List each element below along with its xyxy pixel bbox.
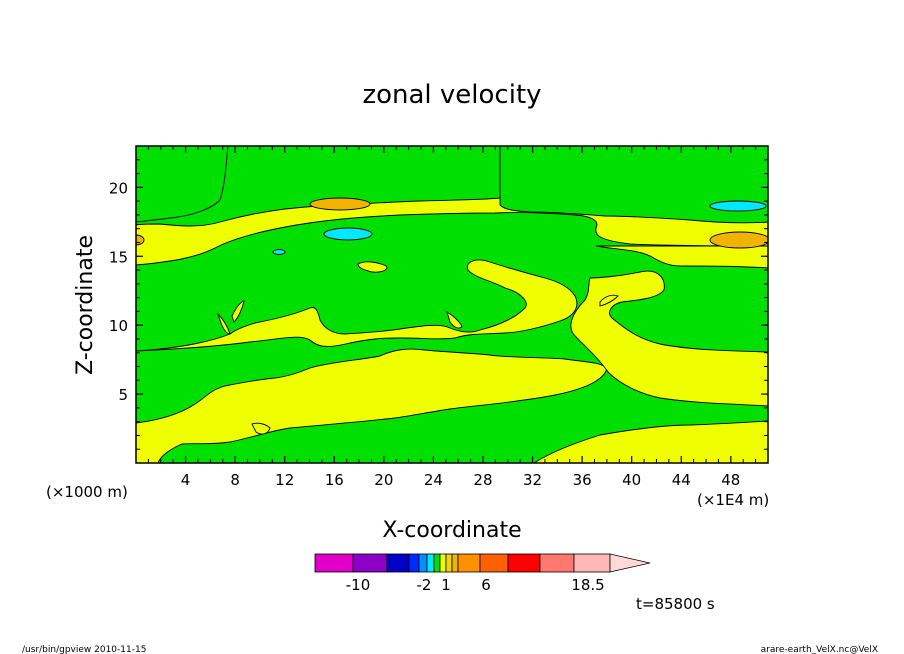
colorbar-swatch: [439, 553, 447, 573]
x-axis-label: X-coordinate: [382, 518, 521, 543]
y-axis-label: Z-coordinate: [73, 235, 98, 375]
x-tick-label: 44: [672, 471, 691, 489]
cyan-cell-right: [709, 200, 767, 212]
cyan-cell-small: [272, 249, 286, 255]
colorbar: [314, 553, 651, 573]
x-tick-label: 48: [721, 471, 740, 489]
y-tick-label: 5: [118, 386, 128, 404]
colorbar-label: 1: [441, 576, 451, 594]
x-tick-label: 20: [374, 471, 393, 489]
plot-area: [136, 146, 768, 463]
colorbar-swatch: [314, 553, 354, 573]
y-axis-ticks: 5 10 15 20: [109, 159, 768, 450]
green-upper-right: [499, 146, 768, 224]
colorbar-swatch: [445, 553, 453, 573]
time-label: t=85800 s: [636, 595, 715, 613]
colorbar-label: -10: [346, 576, 371, 594]
pos-upper-right: [595, 245, 768, 269]
cyan-cell-left: [323, 227, 373, 241]
x-tick-label: 8: [230, 471, 240, 489]
colorbar-swatch: [418, 553, 428, 573]
pos-small-left: [217, 300, 245, 335]
x-unit-left: (×1000 m): [46, 483, 128, 501]
colorbar-swatch: [457, 553, 481, 573]
colorbar-swatch: [426, 553, 435, 573]
x-tick-label: 36: [573, 471, 592, 489]
pos-small-lower: [251, 422, 271, 435]
pos-tongue-right: [599, 294, 619, 307]
colorbar-swatch: [433, 553, 441, 573]
colorbar-label: -2: [417, 576, 432, 594]
pos-small-center: [357, 261, 388, 273]
colorbar-swatch: [408, 553, 420, 573]
x-tick-label: 24: [424, 471, 443, 489]
pos-band-mid: [136, 259, 578, 352]
chart-title: zonal velocity: [362, 80, 541, 110]
x-tick-label: 4: [181, 471, 191, 489]
colorbar-swatch: [352, 553, 388, 573]
y-tick-label: 10: [109, 317, 128, 335]
pos-band-mid-east: [570, 270, 768, 407]
x-tick-label: 16: [325, 471, 344, 489]
colorbar-swatch: [573, 553, 611, 573]
orange-cell-top: [309, 197, 371, 211]
x-tick-label: 28: [473, 471, 492, 489]
y-tick-label: 20: [109, 179, 128, 197]
plot-frame: [135, 145, 769, 464]
colorbar-swatch: [386, 553, 410, 573]
colorbar-arrow: [609, 553, 651, 573]
x-tick-label: 32: [523, 471, 542, 489]
pos-small-mid: [446, 311, 463, 329]
x-unit-right: (×1E4 m): [697, 491, 769, 509]
orange-cell-right: [709, 231, 768, 249]
pos-band-bottom: [136, 348, 768, 463]
colorbar-label: 6: [481, 576, 491, 594]
colorbar-swatch: [539, 553, 575, 573]
colorbar-swatch: [507, 553, 541, 573]
x-axis-ticks: 4 8 12 16 20 24 28 32 36 40 44 48: [147, 146, 757, 489]
pos-band-top: [136, 146, 229, 223]
x-tick-label: 12: [275, 471, 294, 489]
colorbar-swatch: [479, 553, 509, 573]
footer-left: /usr/bin/gpview 2010-11-15: [22, 645, 146, 654]
colorbar-swatch: [451, 553, 459, 573]
x-tick-label: 40: [622, 471, 641, 489]
y-tick-label: 15: [109, 248, 128, 266]
footer-right: arare-earth_VelX.nc@VelX: [761, 645, 878, 654]
colorbar-label: 18.5: [571, 576, 604, 594]
colorbar-labels: -10 -2 1 6 18.5: [346, 576, 605, 594]
